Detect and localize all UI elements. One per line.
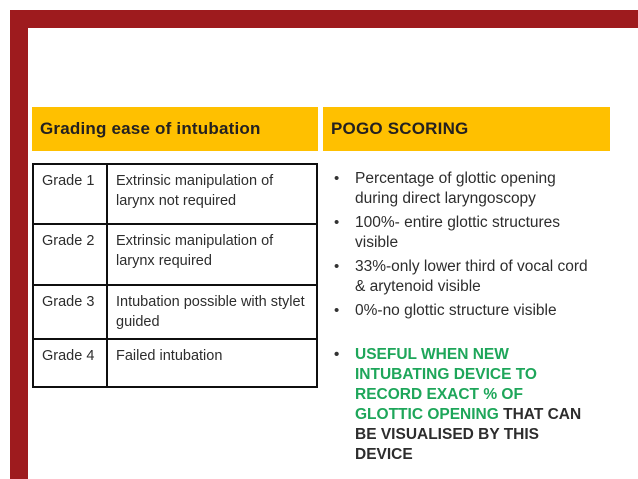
bullet-icon: • — [334, 302, 340, 319]
slide-border-left-bar — [10, 10, 28, 479]
grade-cell: Grade 3 — [32, 284, 108, 340]
list-item: • Percentage of glottic opening during d… — [323, 169, 591, 209]
grade-cell: Grade 1 — [32, 163, 108, 225]
pogo-scoring-title: POGO SCORING — [331, 119, 469, 138]
bullet-icon: • — [334, 346, 340, 363]
description-cell: Extrinsic manipulation of larynx require… — [106, 223, 318, 286]
table-row: Grade 1 Extrinsic manipulation of larynx… — [32, 163, 318, 225]
pogo-bullet-list: • Percentage of glottic opening during d… — [323, 169, 591, 465]
intubation-grade-table: Grade 1 Extrinsic manipulation of larynx… — [32, 163, 318, 388]
intubation-grading-section: Grading ease of intubation Grade 1 Extri… — [32, 107, 318, 388]
description-cell: Failed intubation — [106, 338, 318, 388]
bullet-text: 100%- entire glottic structures visible — [355, 214, 561, 251]
list-item-highlight: • USEFUL WHEN NEW INTUBATING DEVICE TO R… — [323, 345, 591, 465]
table-row: Grade 4 Failed intubation — [32, 338, 318, 388]
highlight-dark-text: THAT CAN BE VISUALISED BY THIS DEVICE — [355, 406, 582, 463]
description-cell: Extrinsic manipulation of larynx not req… — [106, 163, 318, 225]
pogo-scoring-header: POGO SCORING — [323, 107, 610, 151]
highlight-green-text: USEFUL WHEN NEW INTUBATING DEVICE TO REC… — [355, 346, 537, 423]
bullet-text: 0%-no glottic structure visible — [355, 302, 557, 319]
list-item: • 0%-no glottic structure visible — [323, 301, 591, 321]
bullet-icon: • — [334, 170, 340, 187]
pogo-scoring-section: POGO SCORING • Percentage of glottic ope… — [323, 107, 610, 469]
table-row: Grade 3 Intubation possible with stylet … — [32, 284, 318, 340]
slide-border-top-bar — [10, 10, 638, 28]
list-item: • 33%-only lower third of vocal cord & a… — [323, 257, 591, 297]
bullet-icon: • — [334, 214, 340, 231]
list-item: • 100%- entire glottic structures visibl… — [323, 213, 591, 253]
bullet-icon: • — [334, 258, 340, 275]
bullet-text: Percentage of glottic opening during dir… — [355, 170, 556, 207]
grade-cell: Grade 4 — [32, 338, 108, 388]
intubation-grading-header: Grading ease of intubation — [32, 107, 318, 151]
table-row: Grade 2 Extrinsic manipulation of larynx… — [32, 223, 318, 286]
bullet-text: 33%-only lower third of vocal cord & ary… — [355, 258, 588, 295]
intubation-grading-title: Grading ease of intubation — [40, 119, 261, 138]
grade-cell: Grade 2 — [32, 223, 108, 286]
description-cell: Intubation possible with stylet guided — [106, 284, 318, 340]
